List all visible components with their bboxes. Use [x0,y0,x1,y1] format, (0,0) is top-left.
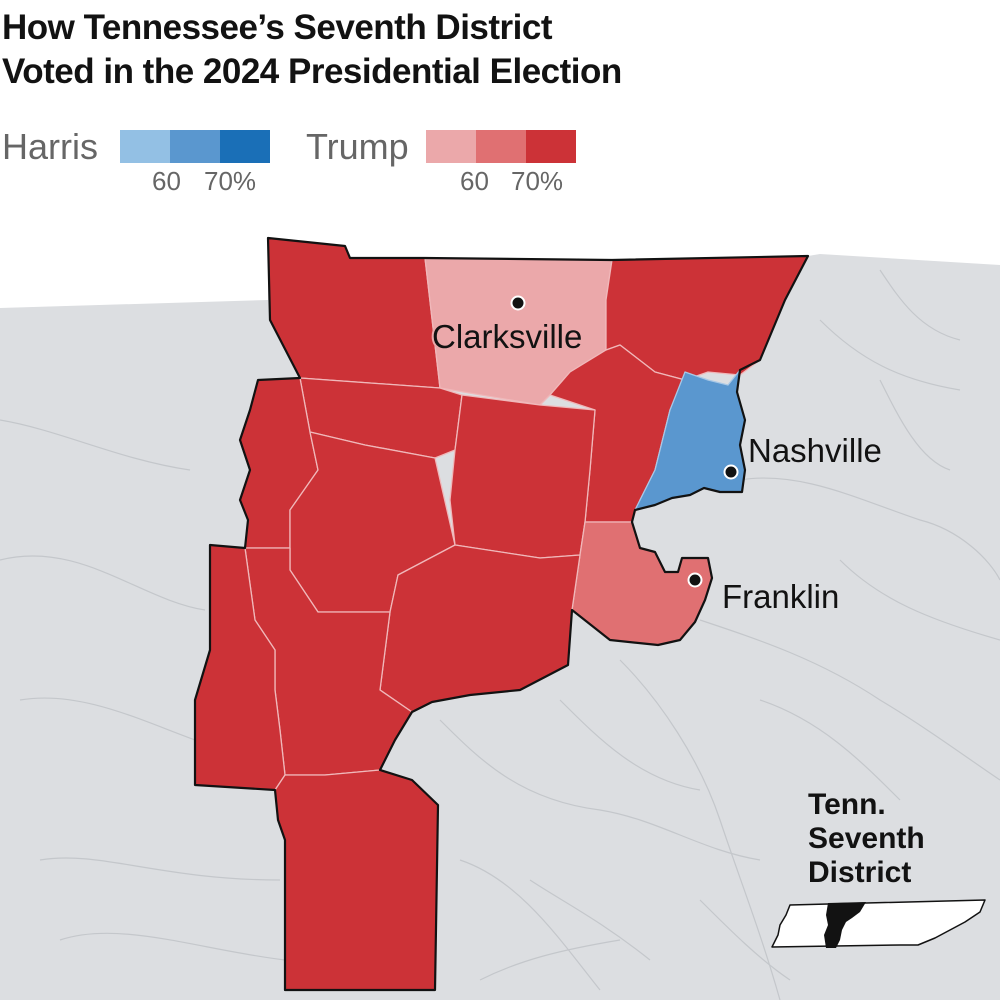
inset-label-line-3: District [808,856,912,889]
inset-label-line-1: Tenn. [808,788,886,821]
county-wayne [274,769,439,991]
inset-label: Tenn. Seventh District [808,788,925,890]
county-dickson [449,394,596,559]
background-roads [0,269,1000,1000]
legend-trump: Trump 60 70% [306,126,586,206]
legend-trump-label: Trump [306,126,409,167]
title-line-1: How Tennessee’s Seventh District [2,8,553,47]
legend-trump-tick-70: 70% [511,166,564,196]
legend-harris: Harris 60 70% [2,126,282,206]
clarksville-marker [510,295,526,311]
inset-locator-map [771,899,986,948]
legend-trump-swatch-high [526,130,576,163]
legend-harris-tick-60: 60 [152,166,181,196]
legend-harris-scale [120,130,270,163]
franklin-label: Franklin [722,578,839,615]
district-counties [194,237,809,991]
nashville-label: Nashville [748,432,882,469]
legend-harris-swatch-mid [170,130,220,163]
franklin-marker [687,572,703,588]
legend-harris-tick-70: 70% [204,166,257,196]
inset-district-shape [824,902,866,948]
legend-trump-tick-60: 60 [460,166,489,196]
legend-trump-scale [426,130,576,163]
map-title: How Tennessee’s Seventh District Voted i… [2,6,622,94]
legend-harris-swatch-low [120,130,170,163]
title-line-2: Voted in the 2024 Presidential Election [2,52,622,91]
inset-label-line-2: Seventh [808,822,925,855]
nashville-marker [723,464,739,480]
legend-trump-swatch-low [426,130,476,163]
legend-trump-swatch-mid [476,130,526,163]
district-outline [193,236,810,992]
legend-harris-swatch-high [220,130,270,163]
clarksville-label: Clarksville [432,318,582,355]
legend-harris-label: Harris [2,126,98,167]
